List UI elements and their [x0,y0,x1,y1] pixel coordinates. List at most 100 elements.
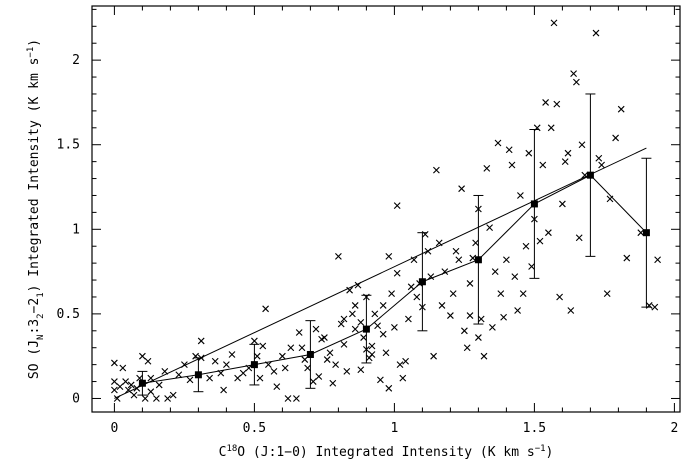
data-point [329,379,337,387]
data-point [357,318,365,326]
data-point [357,366,365,374]
data-point [396,361,404,369]
data-point [475,334,482,341]
data-point [259,342,267,350]
data-point [385,252,393,260]
data-point [111,359,118,367]
data-point [486,224,493,231]
data-point [206,374,213,382]
data-point [430,352,437,360]
data-point [441,268,449,275]
data-point [315,373,323,380]
data-point [592,29,600,37]
data-point [251,337,258,345]
binned-point [138,379,146,387]
data-point [388,290,395,297]
data-point [181,361,188,369]
data-point [211,357,219,365]
fit-line [114,147,647,399]
tick-labels: 0 0.5 1 1.5 2 0 0.5 1 1.5 2 [57,53,679,436]
data-point [301,356,309,363]
data-point [505,146,513,154]
data-point [581,171,589,179]
data-point [332,361,339,369]
data-point [393,202,401,210]
data-point [284,395,292,402]
data-point [564,149,572,157]
x-axis-label: C18O (J:1−0) Integrated Intensity (K km … [219,444,554,460]
data-point [164,395,171,402]
binned-point [474,256,482,264]
data-point [391,324,398,331]
data-point [265,361,272,369]
data-point [141,395,149,402]
data-point [533,124,541,132]
data-point [273,383,281,391]
data-point [497,290,505,297]
data-point [500,313,507,321]
data-point [553,100,561,108]
data-point [433,166,440,174]
data-point [438,302,446,309]
data-point [475,205,482,213]
data-point [517,192,524,199]
data-point [169,391,177,399]
data-point [399,374,407,382]
data-point [133,384,141,392]
data-point [413,293,421,301]
data-point [153,395,160,402]
data-point [421,230,429,238]
data-point [346,286,353,294]
data-point [570,70,577,78]
data-point [130,391,138,399]
data-point [256,374,264,382]
y-tick-label: 1 [72,222,80,237]
data-point [139,352,146,360]
data-point [550,19,558,27]
data-point [111,386,118,394]
binned-point [194,371,202,379]
binned-point [418,278,426,286]
data-point [511,273,519,281]
data-point [113,395,121,402]
data-point [567,307,575,314]
data-point [363,293,370,301]
binned-points-group [138,171,650,387]
data-point [519,290,527,297]
data-point [452,247,460,255]
data-point [645,302,653,309]
data-point [483,165,491,172]
axis-ticks [92,6,680,412]
x-tick-label: 0.5 [243,421,266,436]
data-point [424,247,432,255]
data-point [228,351,236,358]
data-point [155,381,163,389]
data-point [447,312,454,319]
data-point [360,334,367,341]
data-point [279,352,286,360]
data-point [371,310,379,318]
y-tick-label: 0.5 [57,307,80,322]
binned-point [250,361,258,369]
data-point [531,215,538,223]
data-point [382,349,390,357]
x-tick-label: 1 [390,421,398,436]
data-point [186,376,194,384]
data-point [351,325,359,333]
data-point [455,256,463,264]
data-point [377,376,384,384]
plot-frame [91,5,681,413]
data-point [651,303,659,311]
binned-point [530,200,538,208]
data-point [379,330,387,338]
data-point [321,334,328,341]
y-axis-label: SO (JN:32−21) Integrated Intensity (K km… [26,39,46,379]
data-point [405,315,412,323]
data-point [514,307,521,314]
data-point [637,229,645,237]
binned-point [642,229,650,237]
data-point [363,346,370,353]
data-point [419,303,426,311]
data-point [603,290,611,297]
x-tick-label: 2 [670,421,678,436]
